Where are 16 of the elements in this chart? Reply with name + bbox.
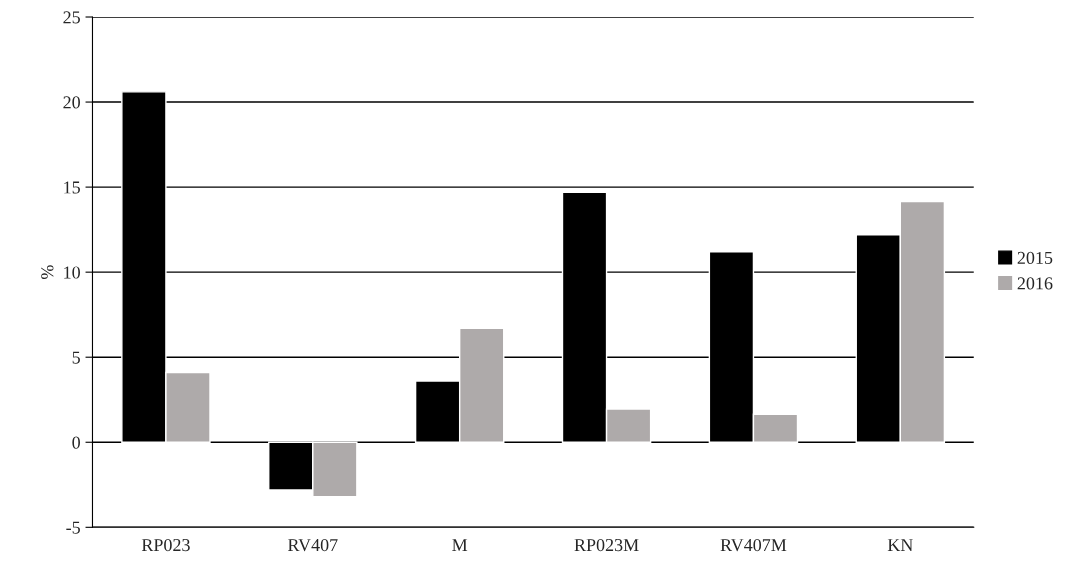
y-tick-label: 20 [63, 96, 80, 109]
x-tick-label: KN [887, 539, 913, 551]
x-tick-label: RV407 [287, 538, 338, 552]
y-tick-label: 25 [63, 11, 80, 24]
y-axis-title: % [41, 265, 54, 280]
y-tick-label: -5 [66, 521, 80, 534]
x-tick-label: M [452, 539, 468, 551]
y-tick-label: 5 [72, 351, 80, 364]
x-tick-label: RV407M [720, 538, 787, 552]
y-tick-label: 0 [72, 436, 80, 449]
y-tick-label: 15 [64, 181, 80, 194]
x-tick-label: RP023M [574, 538, 639, 552]
x-tick-label: RP023 [141, 538, 190, 552]
legend-label: 2016 [1017, 277, 1053, 290]
y-tick-label: 10 [64, 266, 80, 279]
legend-label: 2015 [1017, 251, 1053, 264]
